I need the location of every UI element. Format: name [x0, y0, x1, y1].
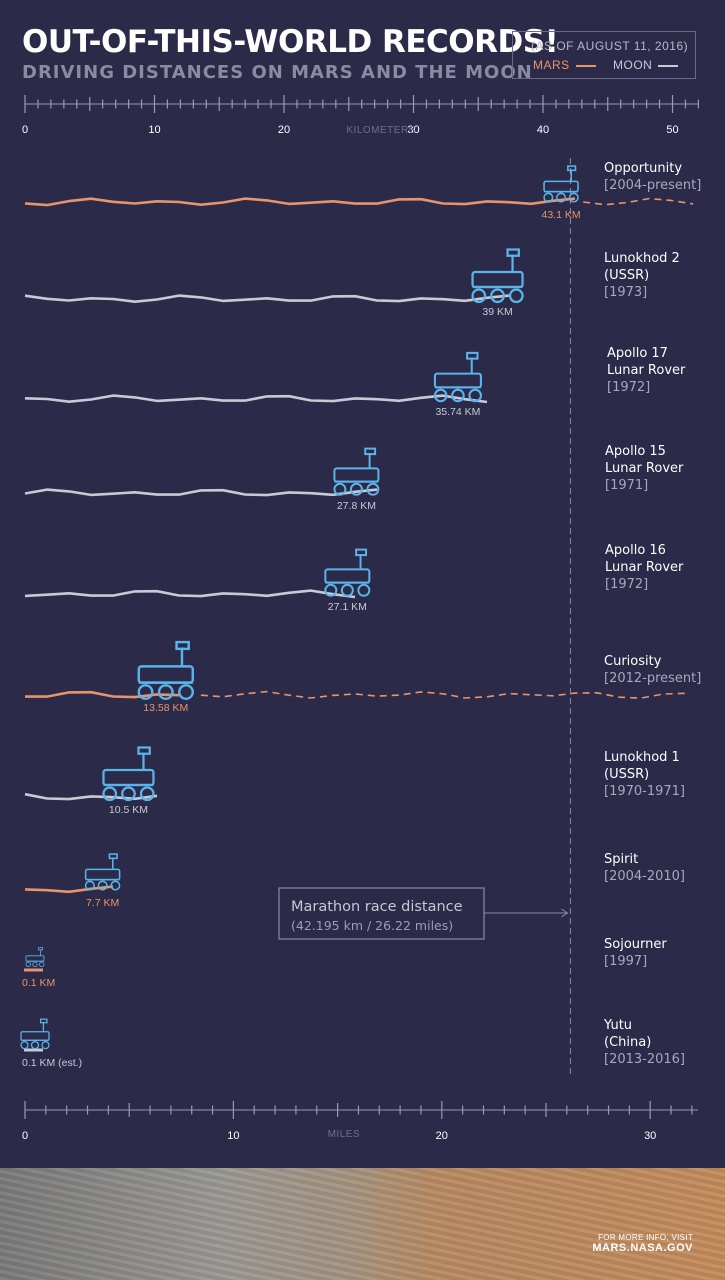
lunar-martian-ground-image — [0, 1168, 725, 1280]
marathon-sublabel: (42.195 km / 26.22 miles) — [291, 918, 453, 933]
rover-icon — [324, 548, 371, 597]
footer-info: FOR MORE INFO, VISIT — [598, 1233, 693, 1242]
km-tick-label: 40 — [537, 124, 549, 136]
rover-row: 39 KM Lunokhod 2 (USSR) [1973] — [24, 248, 680, 318]
mile-tick-label: 30 — [644, 1130, 656, 1142]
ongoing-extension — [583, 197, 694, 206]
page-title: OUT-OF-THIS-WORLD RECORDS! — [22, 24, 559, 60]
rover-icon — [137, 640, 194, 701]
rover-icon — [543, 165, 579, 203]
rover-row: 43.1 KM Opportunity [2004-present] — [24, 161, 701, 221]
marathon-reference: Marathon race distance (42.195 km / 26.22… — [278, 158, 571, 1078]
rover-name: (China) — [604, 1035, 651, 1050]
km-axis-label: KILOMETERS — [346, 125, 415, 136]
distance-label: 13.58 KM — [143, 702, 188, 714]
rover-row: 10.5 KM Lunokhod 1 (USSR) [1970-1971] — [24, 746, 685, 816]
rover-row: 35.74 KM Apollo 17 Lunar Rover [1972] — [24, 346, 686, 418]
rover-name: Lunar Rover — [605, 461, 684, 476]
footer-credit: FOR MORE INFO, VISIT MARS.NASA.GOV — [592, 1233, 693, 1254]
distance-label: 0.1 KM — [22, 977, 55, 989]
rover-name: Lunar Rover — [607, 363, 686, 378]
rover-name: Sojourner — [604, 937, 667, 952]
legend-item-moon: MOON — [613, 58, 679, 72]
rover-icon — [433, 351, 482, 403]
rover-years: [1973] — [604, 285, 647, 300]
rover-name: Lunar Rover — [605, 560, 684, 575]
rover-years: [2004-2010] — [604, 869, 685, 884]
km-tick-label: 30 — [407, 124, 419, 136]
distance-bar — [24, 488, 378, 497]
rover-row: 7.7 KM Spirit [2004-2010] — [24, 852, 685, 909]
rover-icon — [102, 746, 155, 802]
page-subtitle: DRIVING DISTANCES ON MARS AND THE MOON — [22, 62, 533, 83]
distance-bar — [24, 197, 576, 207]
rover-years: [1972] — [605, 577, 648, 592]
rover-years: [1997] — [604, 954, 647, 969]
top-axis-km: 0 10 20 30 40 50 KILOMETERS — [22, 95, 700, 136]
footer-link[interactable]: MARS.NASA.GOV — [592, 1242, 693, 1254]
rover-icon — [471, 248, 524, 304]
legend: (AS OF AUGUST 11, 2016) MARS MOON — [512, 31, 696, 79]
legend-date: (AS OF AUGUST 11, 2016) — [531, 39, 689, 53]
rover-icon — [25, 947, 45, 968]
distance-label: 35.74 KM — [435, 406, 480, 418]
rover-row: 0.1 KM (est.) Yutu (China) [2013-2016] — [20, 1018, 685, 1069]
rover-name: (USSR) — [604, 767, 649, 782]
legend-label-moon: MOON — [613, 58, 653, 72]
rover-years: [1970-1971] — [604, 784, 685, 799]
rover-icon — [84, 853, 121, 891]
rover-name: Curiosity — [604, 654, 662, 669]
miles-axis-label: MILES — [328, 1129, 361, 1140]
rover-years: [1971] — [605, 478, 648, 493]
distance-label: 39 KM — [482, 306, 512, 318]
mile-tick-label: 0 — [22, 1130, 28, 1142]
distance-label: 10.5 KM — [109, 804, 148, 816]
ongoing-extension — [200, 690, 685, 699]
legend-swatch-mars — [575, 64, 596, 67]
distance-label: 7.7 KM — [86, 897, 119, 909]
rover-icon — [20, 1018, 50, 1050]
mile-tick-label: 20 — [436, 1130, 448, 1142]
marathon-pointer-arrow — [561, 908, 569, 918]
rover-name: Yutu — [603, 1018, 632, 1033]
rover-name: Lunokhod 1 — [604, 750, 680, 765]
distance-bar — [24, 394, 488, 404]
distance-label: 27.8 KM — [337, 500, 376, 512]
ground-texture — [0, 1168, 725, 1280]
rover-name: Apollo 15 — [605, 444, 666, 459]
rover-years: [2013-2016] — [604, 1052, 685, 1067]
distance-bar — [25, 690, 180, 699]
distance-label: 43.1 KM — [541, 209, 580, 221]
rover-name: Apollo 17 — [607, 346, 668, 361]
legend-label-mars: MARS — [533, 58, 570, 72]
distance-bar — [24, 589, 356, 599]
km-tick-label: 10 — [148, 124, 160, 136]
rover-row: 27.1 KM Apollo 16 Lunar Rover [1972] — [24, 543, 684, 613]
rover-row: 0.1 KM Sojourner [1997] — [22, 937, 667, 989]
distance-bar — [24, 792, 158, 801]
rover-years: [2012-present] — [604, 671, 701, 686]
km-tick-label: 20 — [278, 124, 290, 136]
rover-name: Opportunity — [604, 161, 682, 176]
distance-bar — [24, 294, 510, 303]
rover-row: 27.8 KM Apollo 15 Lunar Rover [1971] — [24, 444, 684, 512]
rover-name: (USSR) — [604, 268, 649, 283]
rover-years: [1972] — [607, 380, 650, 395]
distance-chart: 0 10 20 30 40 50 KILOMETERS 0 10 20 30 MILES Maratho… — [20, 95, 701, 1142]
legend-item-mars: MARS — [533, 58, 596, 72]
rover-icon — [333, 447, 380, 496]
rover-name: Lunokhod 2 — [604, 251, 680, 266]
rover-row: 13.58 KM Curiosity [2012-present] — [25, 640, 701, 714]
km-tick-label: 0 — [22, 124, 28, 136]
distance-label: 0.1 KM (est.) — [22, 1057, 82, 1069]
distance-label: 27.1 KM — [328, 601, 367, 613]
bottom-axis-miles: 0 10 20 30 MILES — [22, 1101, 698, 1142]
mile-tick-label: 10 — [227, 1130, 239, 1142]
legend-swatch-moon — [658, 64, 679, 67]
rover-name: Spirit — [604, 852, 638, 867]
rover-years: [2004-present] — [604, 178, 701, 193]
marathon-label: Marathon race distance — [291, 899, 463, 915]
rover-name: Apollo 16 — [605, 543, 666, 558]
km-tick-label: 50 — [666, 124, 678, 136]
